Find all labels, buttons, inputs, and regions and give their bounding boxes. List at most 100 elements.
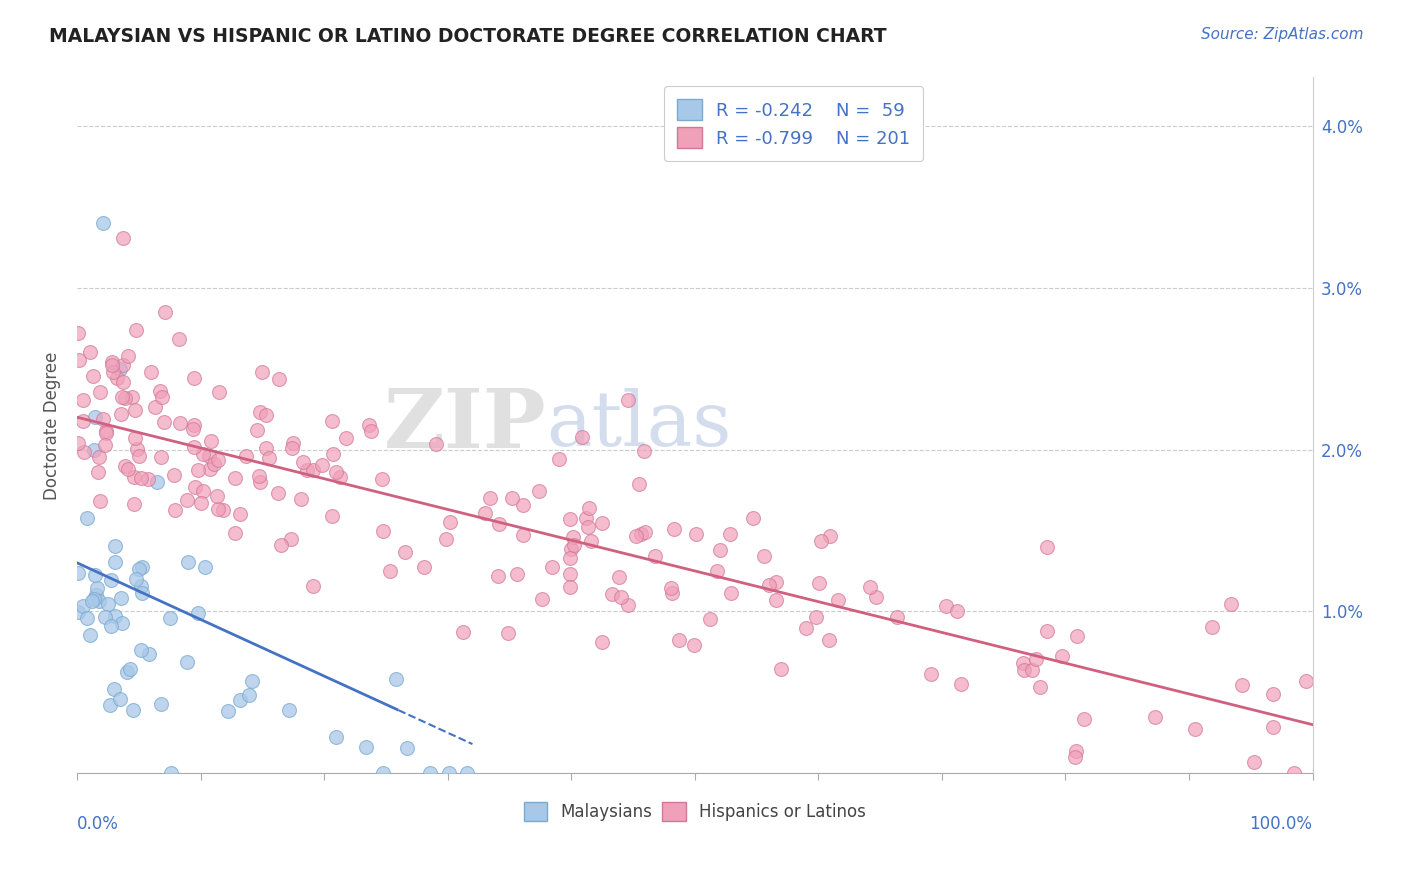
Point <box>87 465 110 479</box>
Point <box>560 542 582 557</box>
Point <box>439 516 461 530</box>
Point <box>121 390 143 404</box>
Point <box>1144 709 1167 723</box>
Point <box>1021 663 1043 677</box>
Point <box>741 510 763 524</box>
Point <box>183 440 205 454</box>
Point <box>217 705 239 719</box>
Point <box>718 527 741 541</box>
Point <box>112 231 135 245</box>
Point <box>100 354 122 368</box>
Point <box>145 475 167 489</box>
Point <box>89 494 111 508</box>
Point <box>211 503 233 517</box>
Point <box>810 534 832 549</box>
Point <box>125 323 148 337</box>
Point <box>808 575 831 590</box>
Point <box>103 682 125 697</box>
Point <box>600 587 623 601</box>
Point <box>184 480 207 494</box>
Point <box>706 564 728 578</box>
Point <box>1184 722 1206 736</box>
Point <box>292 455 315 469</box>
Point <box>124 431 146 445</box>
Point <box>827 593 849 607</box>
Point <box>100 573 122 587</box>
Point <box>633 443 655 458</box>
Point <box>950 677 973 691</box>
Point <box>325 465 347 479</box>
Point <box>425 437 447 451</box>
Point <box>254 408 277 422</box>
Point <box>176 492 198 507</box>
Point <box>207 501 229 516</box>
Point <box>98 698 121 713</box>
Point <box>200 461 222 475</box>
Point <box>257 450 280 465</box>
Point <box>451 625 474 640</box>
Point <box>683 638 706 652</box>
Point <box>527 483 550 498</box>
Point <box>311 458 333 472</box>
Point <box>329 470 352 484</box>
Point <box>1261 687 1284 701</box>
Point <box>301 579 323 593</box>
Point <box>128 449 150 463</box>
Point <box>104 609 127 624</box>
Point <box>247 469 270 483</box>
Point <box>240 674 263 689</box>
Point <box>1064 744 1087 758</box>
Point <box>155 305 177 319</box>
Point <box>269 372 291 386</box>
Point <box>224 471 246 485</box>
Point <box>143 400 166 414</box>
Point <box>685 527 707 541</box>
Point <box>617 598 640 612</box>
Point <box>1261 720 1284 734</box>
Point <box>104 540 127 554</box>
Point <box>160 766 183 780</box>
Point <box>1064 749 1087 764</box>
Point <box>659 582 682 596</box>
Point <box>249 405 271 419</box>
Point <box>607 570 630 584</box>
Point <box>474 506 496 520</box>
Point <box>79 344 101 359</box>
Text: 100.0%: 100.0% <box>1250 815 1313 833</box>
Point <box>506 567 529 582</box>
Point <box>371 766 394 780</box>
Point <box>82 369 104 384</box>
Point <box>1232 678 1254 692</box>
Point <box>176 655 198 669</box>
Point <box>321 414 343 428</box>
Point <box>356 739 378 754</box>
Point <box>571 430 593 444</box>
Point <box>628 476 651 491</box>
Point <box>117 462 139 476</box>
Point <box>360 424 382 438</box>
Point <box>167 332 190 346</box>
Point <box>419 766 441 780</box>
Point <box>634 525 657 540</box>
Point <box>371 524 394 538</box>
Point <box>357 417 380 432</box>
Point <box>127 442 149 456</box>
Point <box>817 632 839 647</box>
Point <box>72 445 94 459</box>
Point <box>765 593 787 607</box>
Point <box>89 385 111 400</box>
Point <box>946 604 969 618</box>
Point <box>794 621 817 635</box>
Point <box>122 469 145 483</box>
Point <box>72 599 94 613</box>
Point <box>187 606 209 620</box>
Text: atlas: atlas <box>547 388 733 462</box>
Point <box>67 605 90 619</box>
Point <box>149 697 172 711</box>
Point <box>558 566 581 581</box>
Point <box>150 450 173 464</box>
Point <box>202 457 225 471</box>
Point <box>562 538 585 552</box>
Point <box>100 619 122 633</box>
Point <box>496 625 519 640</box>
